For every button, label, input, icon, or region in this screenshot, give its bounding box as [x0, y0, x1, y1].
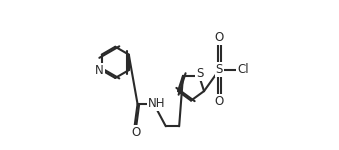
Text: O: O	[215, 31, 224, 44]
Text: N: N	[95, 64, 104, 77]
Text: S: S	[196, 67, 203, 80]
Text: O: O	[215, 95, 224, 108]
Text: NH: NH	[148, 98, 166, 111]
Text: S: S	[216, 63, 223, 76]
Text: Cl: Cl	[237, 63, 249, 76]
Text: O: O	[132, 126, 141, 139]
